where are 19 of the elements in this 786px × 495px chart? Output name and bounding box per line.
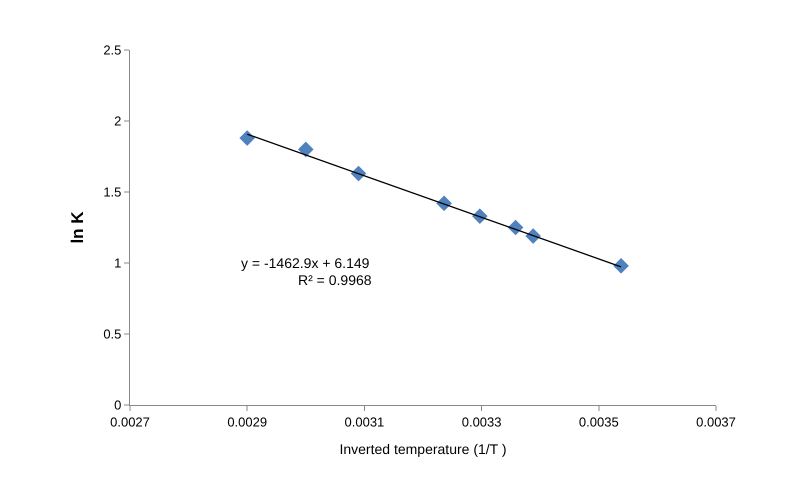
y-tick-label: 0 [114, 398, 122, 413]
x-tick-label: 0.0029 [227, 414, 268, 430]
annotation: y = -1462.9x + 6.149 [241, 255, 370, 271]
y-tick-label: 2 [114, 114, 122, 129]
y-axis-title: ln K [68, 210, 87, 244]
y-tick-label: 0.5 [103, 326, 122, 342]
y-tick-label: 2.5 [103, 42, 122, 58]
x-tick-label: 0.0027 [110, 414, 150, 430]
y-tick-label: 1.5 [103, 184, 122, 200]
point [298, 142, 314, 158]
x-axis-title: Inverted temperature (1/T ) [339, 440, 507, 457]
annotation: R² = 0.9968 [298, 272, 372, 288]
point [239, 130, 255, 146]
x-tick-label: 0.0033 [462, 414, 502, 430]
point [613, 258, 629, 274]
x-tick-label: 0.0035 [578, 414, 619, 430]
x-tick-label: 0.0031 [344, 414, 384, 430]
y-tick-label: 1 [114, 256, 122, 271]
x-tick-label: 0.0037 [696, 414, 736, 430]
